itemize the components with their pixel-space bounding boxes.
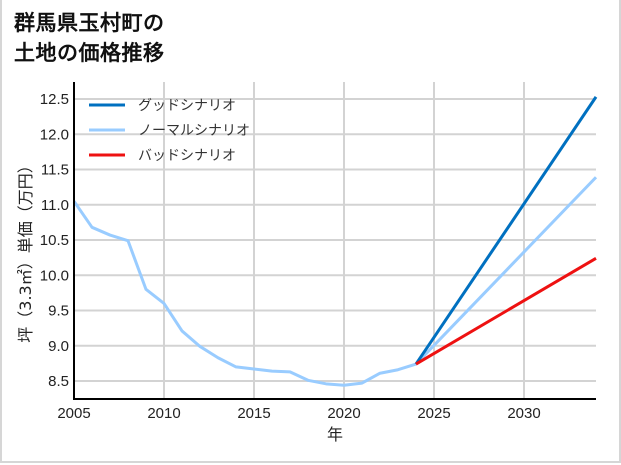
x-tick-label: 2030 — [507, 405, 540, 422]
legend-label: グッドシナリオ — [138, 98, 236, 114]
legend-label: バッドシナリオ — [138, 148, 236, 164]
y-tick-label: 10.5 — [40, 232, 69, 249]
y-tick-label: 12.5 — [40, 91, 69, 108]
y-tick-label: 9.0 — [48, 338, 69, 355]
legend-label: ノーマルシナリオ — [138, 123, 250, 139]
x-tick-label: 2005 — [57, 405, 90, 422]
x-tick-label: 2020 — [327, 405, 360, 422]
grid-lines — [74, 82, 596, 399]
series-line — [72, 176, 598, 387]
y-tick-label: 8.5 — [48, 373, 69, 390]
y-tick-label: 11.0 — [41, 197, 69, 214]
series-line — [414, 96, 598, 365]
y-tick-label: 10.0 — [40, 267, 69, 284]
y-tick-label: 12.0 — [40, 126, 69, 143]
y-axis-label: 坪（3.3㎡）単価（万円） — [16, 157, 35, 342]
y-tick-labels: 8.5 9.0 9.5 10.0 10.5 11.0 11.5 12.0 12.5 — [40, 91, 69, 390]
series-line — [415, 257, 597, 366]
x-tick-labels: 2005 2010 2015 2020 2025 2030 — [57, 405, 540, 422]
y-tick-label: 9.5 — [48, 303, 69, 320]
data-series — [72, 96, 598, 387]
axes — [73, 82, 596, 400]
x-tick-label: 2010 — [147, 405, 180, 422]
chart-title: 群馬県玉村町の 土地の価格推移 — [14, 11, 165, 65]
x-tick-label: 2025 — [417, 405, 450, 422]
x-axis-label: 年 — [327, 425, 343, 444]
x-tick-label: 2015 — [237, 405, 270, 422]
y-tick-label: 11.5 — [41, 162, 69, 179]
